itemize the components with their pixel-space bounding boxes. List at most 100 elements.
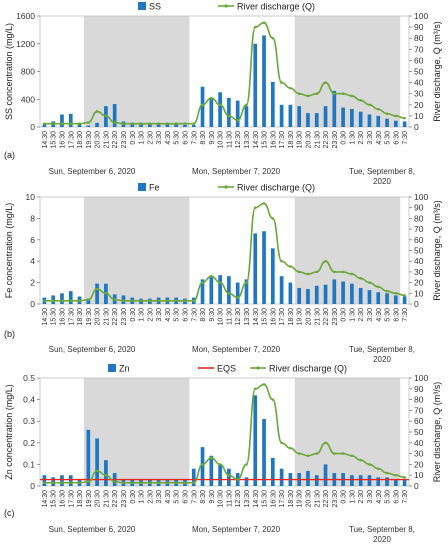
y-axis-title: SS concentration (mg/L) — [4, 23, 14, 120]
discharge-point — [271, 36, 275, 40]
x-tick-label: 0:30 — [130, 131, 137, 145]
bar — [209, 455, 214, 486]
bar — [262, 35, 266, 127]
discharge-point — [341, 92, 345, 95]
y2-tick-label: 10 — [414, 470, 424, 480]
panel-label: (c) — [4, 508, 15, 518]
discharge-point — [376, 467, 380, 471]
bar — [376, 115, 381, 127]
discharge-point — [262, 21, 266, 24]
bar — [350, 283, 354, 304]
bar — [42, 475, 47, 486]
x-tick-label: 12:30 — [235, 490, 242, 508]
bar — [218, 275, 222, 304]
bar — [385, 118, 389, 127]
x-tick-label: 16:30 — [270, 490, 277, 508]
discharge-point — [174, 481, 178, 485]
y-tick-label: 6 — [30, 235, 35, 245]
bar — [279, 468, 284, 486]
legend-marker-discharge — [224, 185, 228, 189]
discharge-point — [157, 481, 160, 485]
x-tick-label: 17:30 — [279, 308, 286, 326]
discharge-point — [245, 463, 248, 466]
bar — [68, 291, 73, 304]
x-tick-label: 15:30 — [262, 131, 269, 149]
bar — [253, 43, 258, 127]
x-tick-label: 12:30 — [235, 131, 242, 149]
x-tick-label: 4:30 — [376, 131, 383, 145]
bar — [86, 429, 91, 486]
x-tick-label: 22:30 — [323, 131, 330, 149]
discharge-point — [43, 481, 46, 485]
x-tick-label: 3:30 — [156, 308, 163, 322]
x-tick-label: 15:30 — [51, 308, 58, 326]
x-tick-label: 4:30 — [165, 308, 172, 322]
discharge-point — [210, 96, 213, 100]
discharge-point — [51, 122, 55, 125]
x-tick-label: 23:30 — [121, 490, 128, 508]
bar — [244, 106, 249, 127]
discharge-point — [87, 121, 90, 124]
y-tick-label: 4 — [30, 256, 35, 266]
discharge-point — [227, 473, 231, 477]
bar — [218, 464, 222, 486]
x-tick-label: 20:30 — [305, 131, 312, 149]
x-tick-label: 16:30 — [270, 131, 277, 149]
discharge-point — [315, 92, 319, 95]
x-tick-label: 10:30 — [218, 308, 225, 326]
discharge-point — [403, 476, 406, 479]
x-tick-label: 22:30 — [112, 308, 119, 326]
bar — [60, 114, 64, 127]
bar — [402, 296, 407, 304]
legend-label-bar: Fe — [149, 183, 160, 193]
bar — [235, 100, 240, 127]
x-tick-label: 4:30 — [165, 131, 172, 145]
bar — [244, 477, 249, 486]
discharge-point — [368, 103, 371, 107]
bar — [253, 395, 258, 486]
x-tick-label: 23:30 — [332, 131, 339, 149]
discharge-point — [271, 398, 275, 401]
x-tick-label: 9:30 — [209, 490, 216, 504]
y2-tick-label: 30 — [414, 449, 424, 459]
x-tick-label: 15:30 — [51, 131, 58, 149]
x-tick-label: 20:30 — [95, 131, 102, 149]
bar — [200, 86, 205, 127]
day-label: Tue, September 8, 2020 — [349, 525, 415, 544]
discharge-point — [324, 81, 327, 84]
bar — [367, 290, 372, 304]
legend-label-discharge: River discharge (Q) — [237, 183, 315, 193]
x-tick-label: 15:30 — [262, 308, 269, 326]
discharge-point — [306, 94, 310, 98]
discharge-point — [104, 114, 108, 118]
x-tick-label: 17:30 — [68, 308, 75, 326]
discharge-point — [104, 473, 108, 477]
bar — [244, 279, 249, 304]
discharge-point — [69, 122, 73, 125]
discharge-point — [192, 299, 196, 303]
x-tick-label: 5:30 — [174, 131, 181, 145]
bar — [68, 113, 73, 127]
x-tick-label: 20:30 — [95, 490, 102, 508]
discharge-point — [95, 110, 99, 113]
bar — [288, 104, 293, 127]
bar — [376, 477, 381, 486]
y-tick-label: 400 — [21, 94, 35, 104]
y-tick-label: 8 — [30, 213, 35, 223]
x-tick-label: 5:30 — [385, 308, 392, 322]
x-tick-label: 21:30 — [103, 308, 110, 326]
x-tick-label: 4:30 — [376, 490, 383, 504]
discharge-point — [183, 122, 187, 125]
discharge-point — [122, 481, 125, 485]
legend-marker-discharge — [224, 4, 228, 8]
bar — [279, 104, 284, 127]
x-tick-label: 14:30 — [253, 308, 260, 326]
discharge-point — [385, 471, 389, 475]
bar — [200, 279, 205, 304]
discharge-point — [350, 454, 354, 458]
y2-tick-label: 0 — [414, 481, 419, 491]
x-tick-label: 14:30 — [253, 131, 260, 149]
discharge-point — [183, 299, 187, 303]
bar — [341, 107, 345, 127]
discharge-point — [139, 122, 143, 125]
